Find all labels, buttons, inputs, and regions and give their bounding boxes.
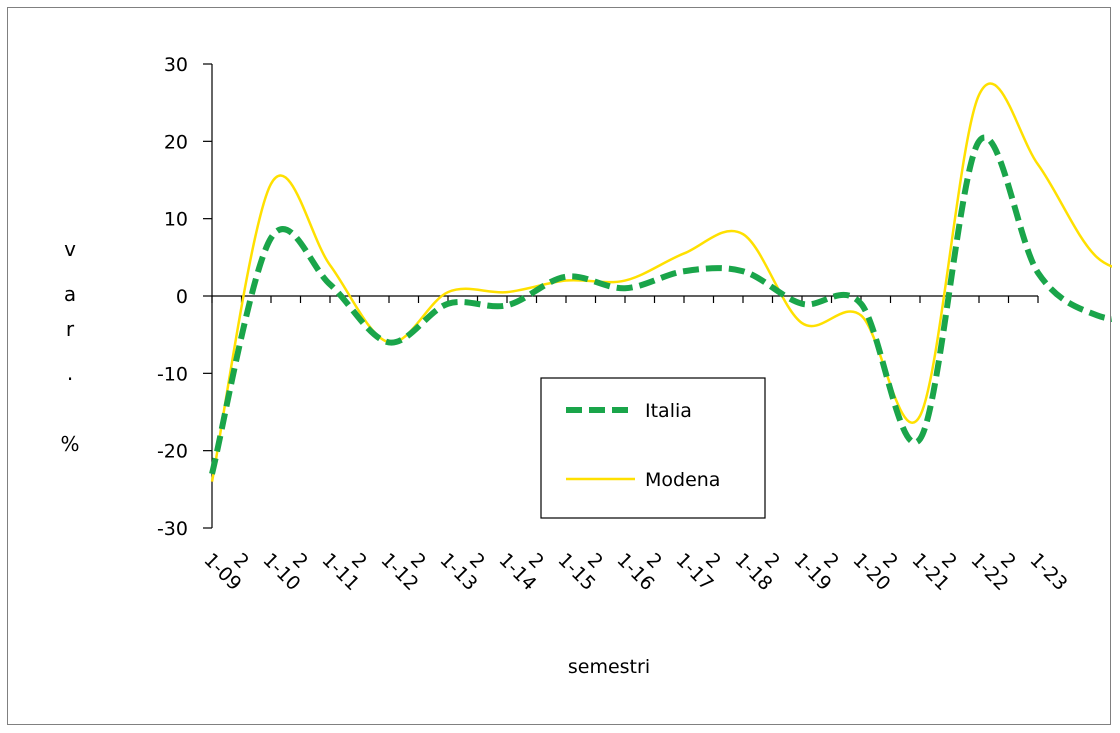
series-lines — [209, 82, 1120, 482]
y-tick-label: 10 — [164, 209, 188, 231]
x-ticks: 1-092 1-102 1-112 1-122 1-132 1-142 1-152 1-162… — [199, 296, 1072, 595]
y-tick-label: 0 — [176, 286, 188, 308]
legend-label-italia: Italia — [645, 400, 692, 422]
y-tick-label: -30 — [157, 518, 188, 540]
y-label-char: % — [60, 432, 79, 456]
y-tick-label: -10 — [157, 363, 188, 385]
x-tick-label: 1-23 — [1025, 549, 1071, 595]
line-chart: -30 -20 -10 0 10 20 30 1-092 1-102 1-112 1-122 1-1… — [60, 54, 1120, 678]
x-axis-label: semestri — [568, 656, 650, 678]
chart-frame: -30 -20 -10 0 10 20 30 1-09 2 1-10 2 1-11 2 1-12 2 1-1… — [7, 7, 1120, 725]
y-ticks: -30 -20 -10 0 10 20 30 — [157, 54, 212, 540]
legend: Italia Modena — [540, 377, 766, 519]
y-label-char: . — [67, 361, 73, 385]
y-tick-label: 20 — [164, 131, 188, 153]
series-line-italia — [209, 134, 1120, 475]
y-label-char: a — [64, 282, 76, 306]
y-tick-label: -20 — [157, 441, 188, 463]
legend-label-modena: Modena — [645, 469, 720, 491]
y-tick-label: 30 — [164, 54, 188, 76]
y-label-char: v — [64, 237, 76, 261]
y-label-char: r — [66, 317, 75, 341]
series-line-modena — [210, 82, 1120, 482]
legend-box — [540, 377, 766, 519]
y-axis-label: var.% — [60, 237, 79, 456]
